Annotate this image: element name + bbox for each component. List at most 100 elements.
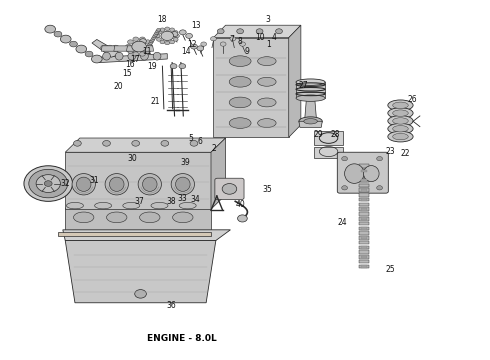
Circle shape: [36, 175, 60, 193]
Polygon shape: [305, 95, 317, 119]
Ellipse shape: [392, 118, 408, 124]
Ellipse shape: [123, 202, 140, 209]
Bar: [359, 207, 369, 211]
Circle shape: [170, 28, 174, 32]
Circle shape: [165, 27, 170, 31]
Bar: [361, 170, 367, 172]
Text: 10: 10: [255, 33, 265, 42]
Text: 31: 31: [90, 176, 99, 185]
Ellipse shape: [296, 79, 325, 85]
Circle shape: [24, 166, 73, 201]
Text: 37: 37: [134, 197, 144, 206]
Ellipse shape: [106, 212, 127, 223]
Circle shape: [106, 45, 113, 50]
Ellipse shape: [388, 108, 413, 118]
Bar: [361, 208, 367, 211]
Ellipse shape: [141, 52, 148, 60]
Circle shape: [161, 140, 169, 146]
Polygon shape: [296, 82, 325, 98]
Circle shape: [156, 30, 159, 33]
Text: 28: 28: [330, 130, 340, 139]
Ellipse shape: [105, 174, 128, 195]
Circle shape: [145, 49, 150, 53]
Circle shape: [275, 29, 282, 34]
Text: 14: 14: [181, 47, 191, 56]
Text: 20: 20: [114, 82, 123, 91]
Polygon shape: [65, 208, 211, 233]
Ellipse shape: [143, 177, 157, 192]
Ellipse shape: [74, 212, 94, 223]
Ellipse shape: [172, 212, 193, 223]
Bar: [361, 256, 367, 258]
Bar: [359, 179, 369, 183]
Text: 25: 25: [386, 265, 395, 274]
Ellipse shape: [304, 118, 318, 124]
Ellipse shape: [258, 118, 276, 127]
Circle shape: [179, 30, 186, 35]
Text: 5: 5: [188, 134, 193, 143]
Text: 6: 6: [198, 137, 203, 146]
Bar: [359, 184, 369, 187]
Text: 2: 2: [211, 144, 216, 153]
Text: 26: 26: [408, 95, 417, 104]
Ellipse shape: [179, 202, 196, 209]
Circle shape: [171, 32, 178, 37]
Circle shape: [145, 40, 150, 44]
Circle shape: [256, 29, 263, 34]
Ellipse shape: [128, 52, 136, 60]
Text: 39: 39: [181, 158, 191, 167]
Bar: [359, 203, 369, 206]
Bar: [359, 188, 369, 192]
Ellipse shape: [258, 57, 276, 66]
Circle shape: [156, 31, 161, 34]
Text: 15: 15: [122, 69, 132, 78]
Ellipse shape: [392, 102, 408, 108]
Circle shape: [157, 28, 160, 31]
Circle shape: [377, 186, 383, 190]
Circle shape: [127, 40, 133, 44]
Circle shape: [217, 29, 224, 34]
Circle shape: [148, 43, 152, 46]
Circle shape: [133, 52, 139, 56]
Circle shape: [174, 34, 179, 38]
Ellipse shape: [392, 126, 408, 132]
Circle shape: [140, 52, 146, 56]
Circle shape: [197, 46, 204, 51]
Circle shape: [230, 37, 236, 41]
Text: 17: 17: [130, 54, 140, 63]
Bar: [361, 265, 367, 268]
Circle shape: [29, 169, 68, 198]
Polygon shape: [289, 25, 301, 137]
Polygon shape: [65, 152, 211, 209]
Ellipse shape: [102, 52, 110, 60]
Text: 11: 11: [142, 48, 151, 57]
Ellipse shape: [388, 123, 413, 134]
Ellipse shape: [72, 174, 96, 195]
Circle shape: [70, 41, 77, 47]
Circle shape: [161, 31, 173, 41]
Text: 33: 33: [177, 194, 187, 203]
Bar: [359, 236, 369, 240]
Ellipse shape: [153, 52, 161, 60]
Circle shape: [132, 140, 140, 146]
Ellipse shape: [258, 98, 276, 107]
Circle shape: [135, 289, 147, 298]
Circle shape: [133, 37, 139, 41]
Circle shape: [201, 42, 207, 46]
Bar: [359, 222, 369, 225]
Ellipse shape: [115, 52, 123, 60]
Circle shape: [132, 41, 147, 52]
Ellipse shape: [138, 174, 161, 195]
Text: 40: 40: [235, 201, 245, 210]
Bar: [361, 227, 367, 230]
Ellipse shape: [175, 177, 190, 192]
Text: 18: 18: [158, 15, 167, 24]
FancyBboxPatch shape: [215, 178, 244, 199]
Ellipse shape: [364, 166, 379, 181]
Circle shape: [152, 37, 156, 40]
Circle shape: [125, 44, 131, 49]
Circle shape: [342, 186, 347, 190]
Circle shape: [211, 37, 217, 41]
Text: 30: 30: [127, 154, 137, 163]
Text: 22: 22: [400, 149, 410, 158]
